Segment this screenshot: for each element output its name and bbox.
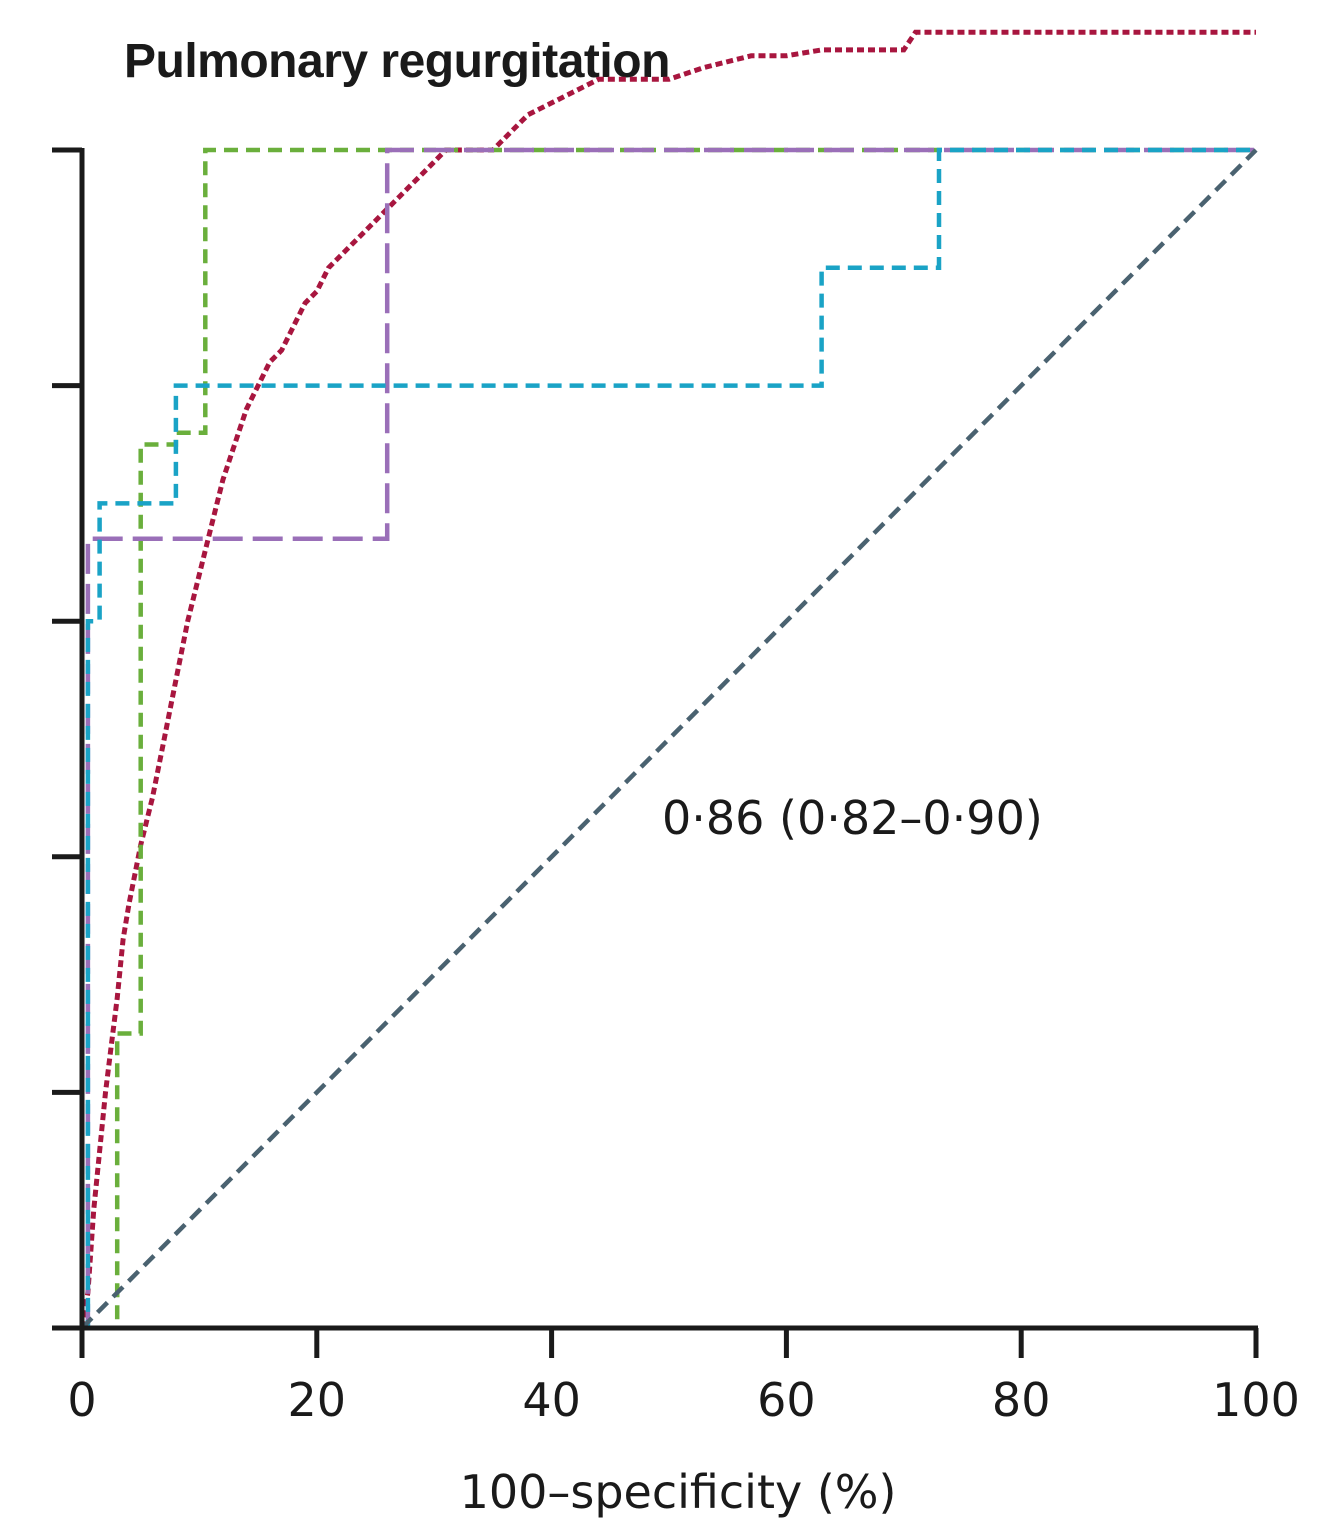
x-tick-label: 80 (992, 1373, 1051, 1427)
x-tick-label: 40 (522, 1373, 581, 1427)
x-tick-label: 0 (67, 1373, 96, 1427)
axes-layer (52, 148, 1258, 1331)
roc-curve-cyan (82, 147, 1256, 1331)
ticks-layer: 0 20 40 60 80 100 (52, 147, 1300, 1427)
x-tick-label: 100 (1212, 1373, 1300, 1427)
x-tick-label: 20 (288, 1373, 347, 1427)
x-axis-label: 100–specificity (%) (460, 1465, 897, 1518)
roc-curve-red (79, 29, 1256, 1329)
roc-curve-reference (80, 148, 1258, 1330)
auc-annotation: 0·86 (0·82–0·90) (662, 791, 1043, 845)
curves-layer (79, 29, 1258, 1331)
x-tick-label: 60 (757, 1373, 816, 1427)
chart-title: Pulmonary regurgitation (124, 35, 670, 88)
roc-curve-green (82, 147, 1256, 1331)
